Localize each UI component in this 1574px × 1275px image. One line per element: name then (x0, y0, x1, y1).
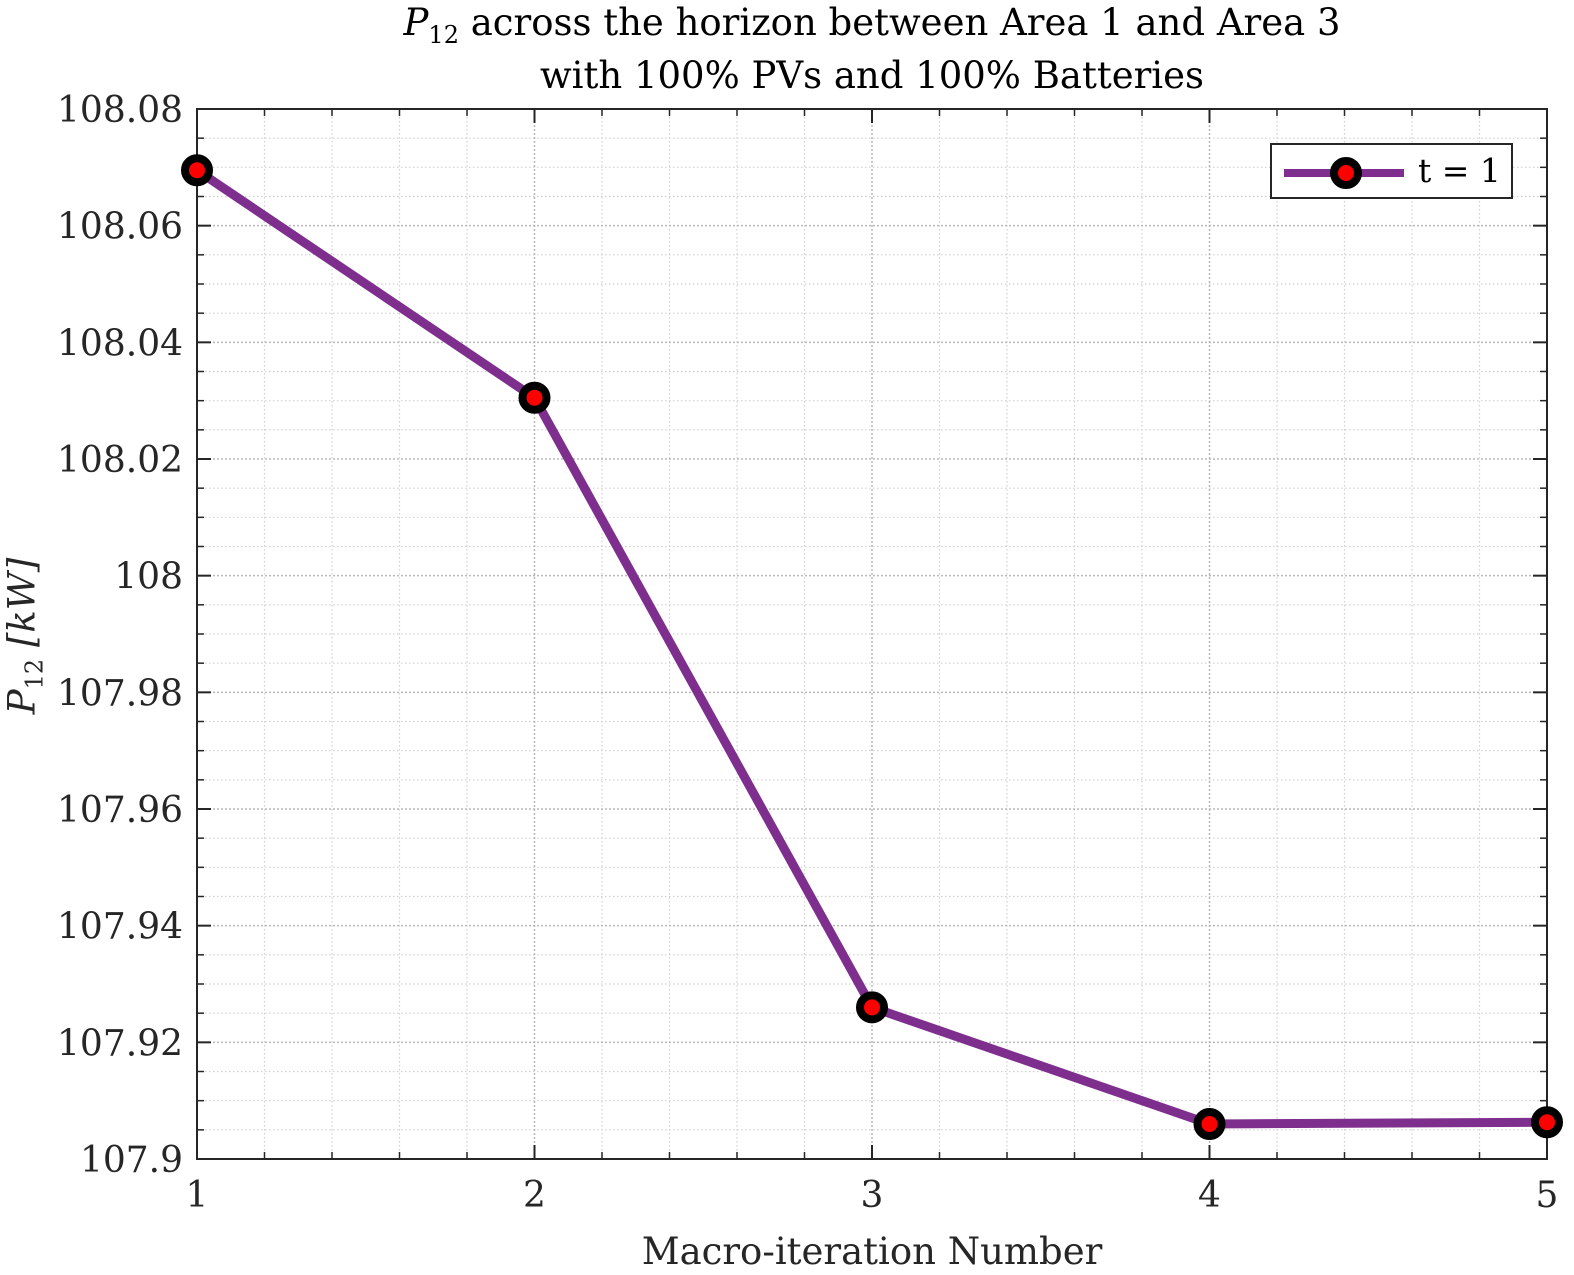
y-tick-label: 108.08 (57, 90, 183, 131)
legend-entry-label: t = 1 (1418, 151, 1501, 190)
y-tick-label: 108 (114, 557, 183, 598)
x-tick-label: 3 (861, 1175, 884, 1216)
y-axis-label: P12 [kW] (0, 557, 49, 715)
ylabel-subscript: 12 (20, 658, 49, 690)
x-axis-label: Macro-iteration Number (641, 1230, 1103, 1273)
ylabel-unit: [kW] (0, 557, 44, 659)
data-point-marker (1531, 1106, 1563, 1139)
title-subscript: 12 (428, 21, 459, 49)
chart-title-line2: with 100% PVs and 100% Batteries (539, 54, 1205, 97)
y-tick-label: 107.92 (57, 1023, 183, 1064)
title-text: across the horizon between Area 1 and Ar… (458, 1, 1341, 44)
y-tick-label: 108.02 (57, 440, 183, 481)
y-tick-label: 107.9 (80, 1140, 183, 1181)
x-tick-label: 2 (523, 1175, 546, 1216)
y-tick-label: 107.94 (57, 907, 183, 948)
chart-title-line1: P12 across the horizon between Area 1 an… (197, 1, 1547, 47)
x-tick-label: 5 (1536, 1175, 1559, 1216)
y-tick-label: 107.96 (57, 790, 183, 831)
title-symbol: P (403, 1, 429, 44)
x-tick-label: 1 (186, 1175, 209, 1216)
y-tick-label: 107.98 (57, 673, 183, 714)
data-point-marker (1193, 1108, 1226, 1140)
data-point-marker (856, 991, 888, 1024)
x-tick-label: 4 (1198, 1175, 1221, 1216)
series-layer (181, 154, 1563, 1140)
legend-swatch (1284, 157, 1404, 189)
legend-marker-swatch (1330, 157, 1362, 189)
y-tick-label: 108.06 (57, 207, 183, 248)
legend: t = 1 (1270, 143, 1513, 199)
y-tick-label: 108.04 (57, 323, 183, 364)
ylabel-symbol: P (0, 689, 44, 715)
axis-ticks (196, 108, 1548, 1160)
data-point-marker (518, 381, 551, 414)
axis-tick-labels: 1 2 3 4 5 107.9 107.92 107.94 107.96 107.98 108 108… (57, 90, 1558, 1216)
data-point-marker (181, 154, 213, 187)
